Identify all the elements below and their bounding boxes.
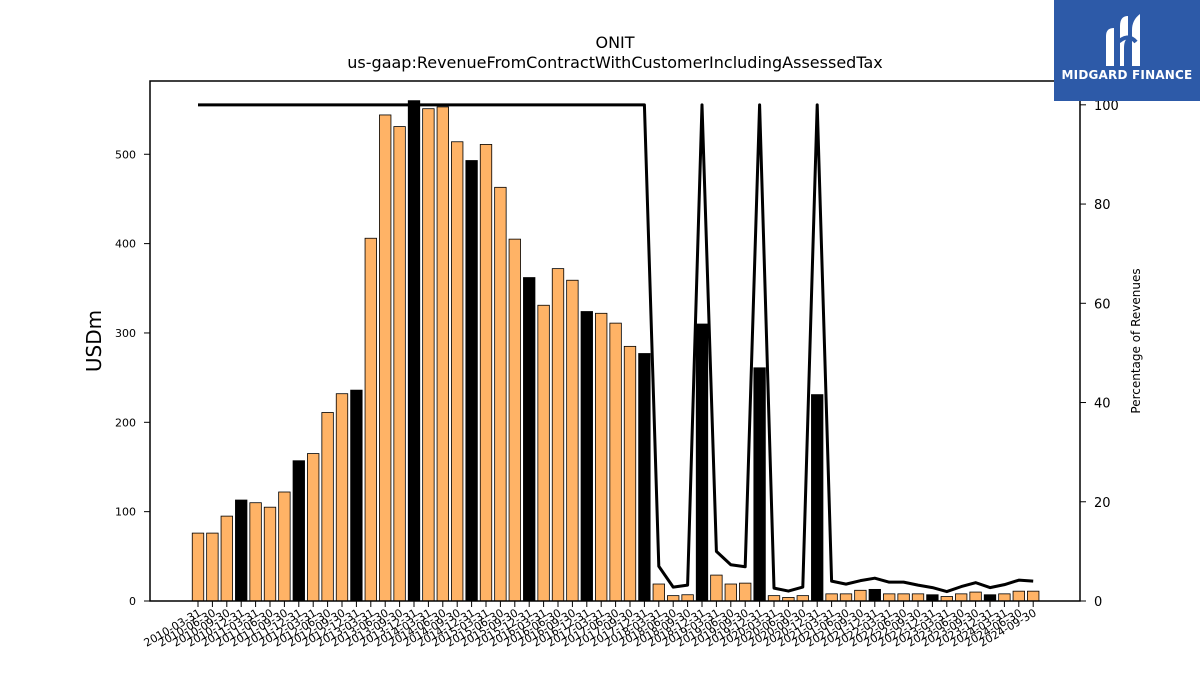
bar-2010-09-30: [220, 515, 233, 602]
midgard-finance-logo: MIDGARD FINANCE: [1054, 0, 1200, 101]
bar-2020-03-31: [767, 595, 781, 602]
bar-2018-03-31: [652, 583, 665, 602]
bar-2011-06-30: [263, 506, 277, 602]
bar-2016-06-30: [551, 268, 565, 602]
bar-2022-09-30: [911, 593, 925, 602]
bar-2012-12-31: [350, 389, 363, 602]
y2-tick-label-40: 40: [1094, 397, 1111, 412]
bar-2021-12-31: [868, 588, 881, 602]
bar-2021-09-30: [854, 589, 867, 602]
bar-2020-12-31: [811, 394, 824, 602]
bar-2022-03-31: [883, 593, 896, 602]
bar-2024-09-30: [1027, 590, 1040, 602]
bar-2018-06-30: [667, 595, 680, 602]
y2-axis: 0 20 40 60 80 100: [1080, 99, 1119, 610]
bar-2017-09-30: [623, 345, 637, 602]
y-tick-label-400: 400: [115, 238, 136, 251]
y-axis-label: USDm: [82, 310, 106, 372]
bar-2021-03-31: [825, 593, 838, 602]
bar-2018-12-31: [695, 323, 709, 602]
y2-tick-label-100: 100: [1094, 99, 1119, 114]
bar-2014-06-30: [436, 106, 449, 602]
bar-2010-06-30: [206, 532, 219, 602]
bar-2016-03-31: [537, 304, 550, 602]
bar-2014-12-31: [465, 160, 478, 602]
bar-2010-03-31: [191, 532, 205, 602]
bar-2024-06-30: [1012, 590, 1025, 602]
bar-2012-06-30: [321, 412, 334, 602]
y-axis: 0 100 200 300 400 500: [115, 148, 150, 608]
bar-2023-09-30: [969, 591, 982, 602]
bar-2021-06-30: [839, 593, 853, 602]
logo-text: MIDGARD FINANCE: [1061, 68, 1193, 82]
y-tick-label-300: 300: [115, 327, 136, 340]
y2-tick-label-60: 60: [1094, 297, 1111, 312]
bar-2011-03-31: [249, 502, 262, 602]
bar-2019-12-31: [753, 367, 766, 602]
plot-frame: [149, 80, 1081, 602]
bar-2017-03-31: [595, 312, 608, 602]
bar-2014-09-30: [451, 141, 464, 602]
y-tick-label-100: 100: [115, 506, 136, 519]
chart-subtitle: us-gaap:RevenueFromContractWithCustomerI…: [347, 53, 882, 72]
bar-2013-12-31: [407, 100, 421, 602]
y-tick-label-500: 500: [115, 148, 136, 161]
y-tick-label-0: 0: [129, 595, 136, 608]
bar-2015-06-30: [494, 186, 507, 602]
bar-2024-03-31: [998, 593, 1011, 602]
bar-2011-09-30: [278, 491, 291, 602]
bar-2019-09-30: [739, 582, 752, 602]
y-tick-label-200: 200: [115, 416, 136, 429]
bars-group: [191, 100, 1040, 602]
chart-title: ONIT: [595, 33, 634, 52]
bar-2014-03-31: [422, 108, 435, 602]
y2-tick-label-20: 20: [1094, 496, 1111, 511]
bar-2022-12-31: [926, 594, 939, 602]
bar-2013-09-30: [393, 126, 406, 602]
y2-axis-label: Percentage of Revenues: [1129, 268, 1143, 413]
bar-2012-09-30: [335, 393, 349, 602]
bar-2023-12-31: [983, 594, 997, 602]
bar-2012-03-31: [307, 453, 320, 602]
bar-2015-12-31: [523, 277, 536, 602]
bar-2019-06-30: [724, 583, 737, 602]
bar-2011-12-31: [292, 460, 305, 602]
bar-2013-06-30: [379, 114, 392, 602]
bar-2013-03-31: [364, 237, 377, 602]
midgard-logo-icon: [1106, 14, 1140, 66]
y2-tick-label-80: 80: [1094, 198, 1111, 213]
bar-2015-03-31: [479, 144, 493, 602]
bar-2023-06-30: [955, 593, 968, 602]
bar-2015-09-30: [508, 238, 521, 602]
percentage-of-revenues-line: [198, 103, 1034, 594]
x-axis: 2010-03-312010-06-302010-09-302010-12-31…: [142, 601, 1039, 650]
bar-2022-06-30: [897, 593, 910, 602]
percentage-line-group: [198, 103, 1034, 594]
bar-2016-12-31: [580, 311, 593, 602]
bar-2020-09-30: [796, 595, 809, 602]
bar-2017-06-30: [609, 322, 622, 602]
bar-2019-03-31: [710, 574, 723, 602]
bar-2018-09-30: [681, 594, 694, 602]
bar-2017-12-31: [638, 353, 651, 602]
bar-2010-12-31: [235, 499, 248, 602]
y2-tick-label-0: 0: [1094, 595, 1102, 610]
bar-2016-09-30: [566, 279, 579, 602]
